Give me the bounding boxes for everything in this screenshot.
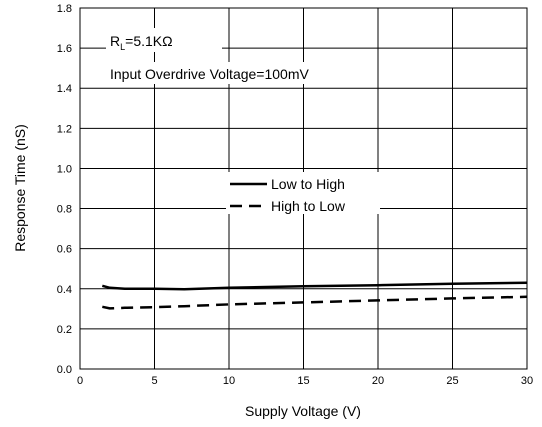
x-tick-label: 20 [372,375,384,387]
legend: Low to High High to Low [226,172,380,214]
x-axis-label: Supply Voltage (V) [245,403,361,419]
rl-subscript: L [120,42,125,52]
tick-labels: 0 5 10 15 20 25 30 0.0 0.2 0.4 0.6 0.8 1.0 1.2 1.4 1.6 1… [57,3,533,387]
y-tick-label: 1.6 [57,43,72,55]
x-tick-label: 25 [446,375,458,387]
y-tick-label: 1.0 [57,163,72,175]
rl-main: R [110,33,120,49]
y-tick-label: 0.0 [57,364,72,376]
y-tick-label: 1.8 [57,3,72,15]
y-tick-label: 0.4 [57,284,72,296]
plot-frame [79,7,528,370]
series-line-low-to-high [101,281,528,291]
x-tick-label: 5 [151,375,157,387]
x-tick-label: 15 [297,375,309,387]
y-axis-label: Response Time (nS) [12,124,28,252]
y-tick-label: 0.8 [57,204,72,216]
overdrive-text: Input Overdrive Voltage=100mV [110,66,310,82]
annotation-overdrive: Input Overdrive Voltage=100mV [106,62,376,84]
series-line-high-to-low [102,295,528,310]
legend-label-high-to-low: High to Low [271,198,346,214]
y-tick-label: 1.4 [57,83,72,95]
x-tick-label: 30 [521,375,533,387]
rl-value: =5.1KΩ [125,33,172,49]
legend-label-low-to-high: Low to High [271,176,345,192]
y-tick-label: 0.2 [57,324,72,336]
y-tick-label: 1.2 [57,123,72,135]
annotation-rl: RL=5.1KΩ [106,28,222,52]
y-tick-label: 0.6 [57,244,72,256]
series-lines [101,281,528,310]
svg-text:RL=5.1KΩ: RL=5.1KΩ [110,33,173,52]
x-tick-label: 10 [223,375,235,387]
x-tick-label: 0 [77,375,83,387]
